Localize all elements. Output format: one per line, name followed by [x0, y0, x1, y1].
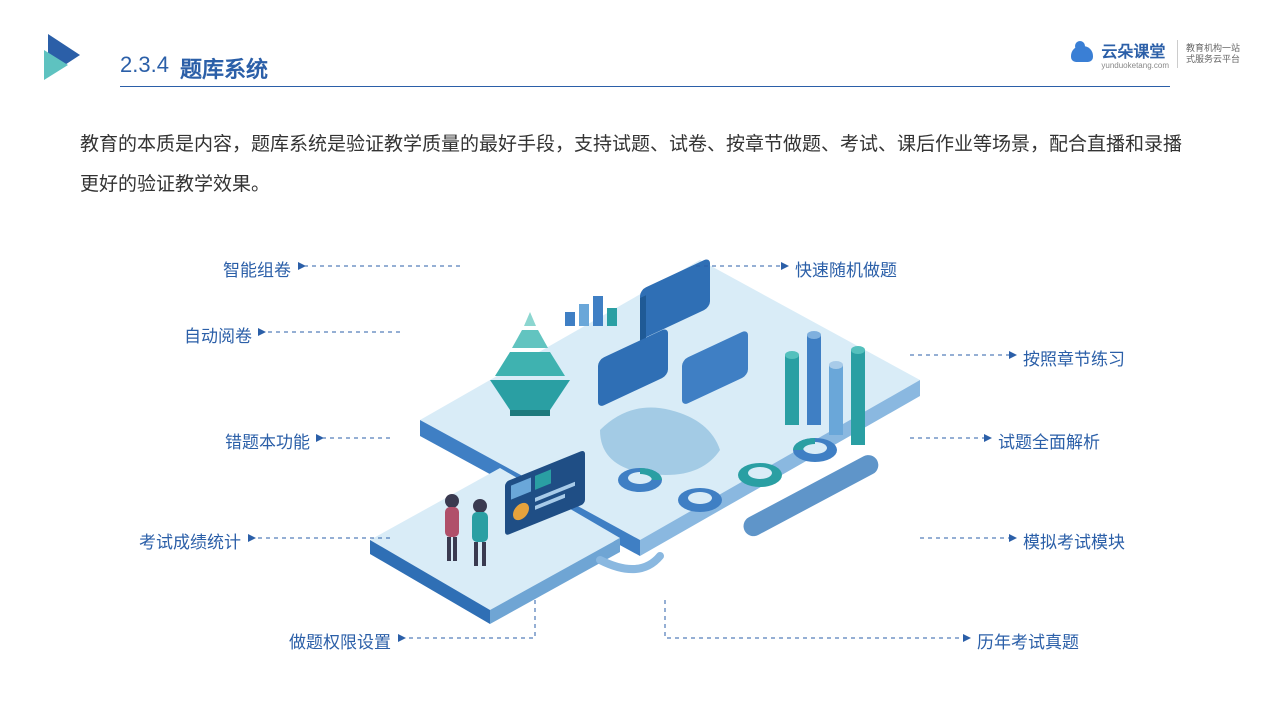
- feature-permissions: 做题权限设置: [289, 628, 391, 653]
- section-description: 教育的本质是内容，题库系统是验证教学质量的最好手段，支持试题、试卷、按章节做题、…: [80, 125, 1200, 205]
- section-number: 2.3.4: [120, 52, 169, 78]
- section-bullet-icon: [40, 30, 90, 80]
- feature-wrong-book: 错题本功能: [225, 428, 310, 453]
- section-title: 题库系统: [180, 52, 268, 84]
- header-underline: [120, 86, 1170, 87]
- logo-url: yunduoketang.com: [1101, 62, 1169, 71]
- feature-past-papers: 历年考试真题: [977, 628, 1079, 653]
- feature-auto-grade: 自动阅卷: [184, 322, 252, 347]
- feature-full-analysis: 试题全面解析: [998, 428, 1100, 453]
- feature-quick-random: 快速随机做题: [795, 256, 897, 281]
- cloud-icon: [1071, 46, 1093, 62]
- callout-lines: [0, 230, 1280, 700]
- feature-score-stats: 考试成绩统计: [139, 528, 241, 553]
- feature-diagram: 智能组卷 自动阅卷 错题本功能 考试成绩统计 做题权限设置 快速随机做题 按照章…: [0, 230, 1280, 700]
- feature-smart-paper: 智能组卷: [223, 256, 291, 281]
- logo-name: 云朵课堂: [1101, 38, 1169, 62]
- logo-tagline: 教育机构一站 式服务云平台: [1186, 43, 1240, 66]
- brand-logo: 云朵课堂 yunduoketang.com 教育机构一站 式服务云平台: [1071, 38, 1240, 71]
- feature-chapter-practice: 按照章节练习: [1023, 345, 1125, 370]
- feature-mock-exam: 模拟考试模块: [1023, 528, 1125, 553]
